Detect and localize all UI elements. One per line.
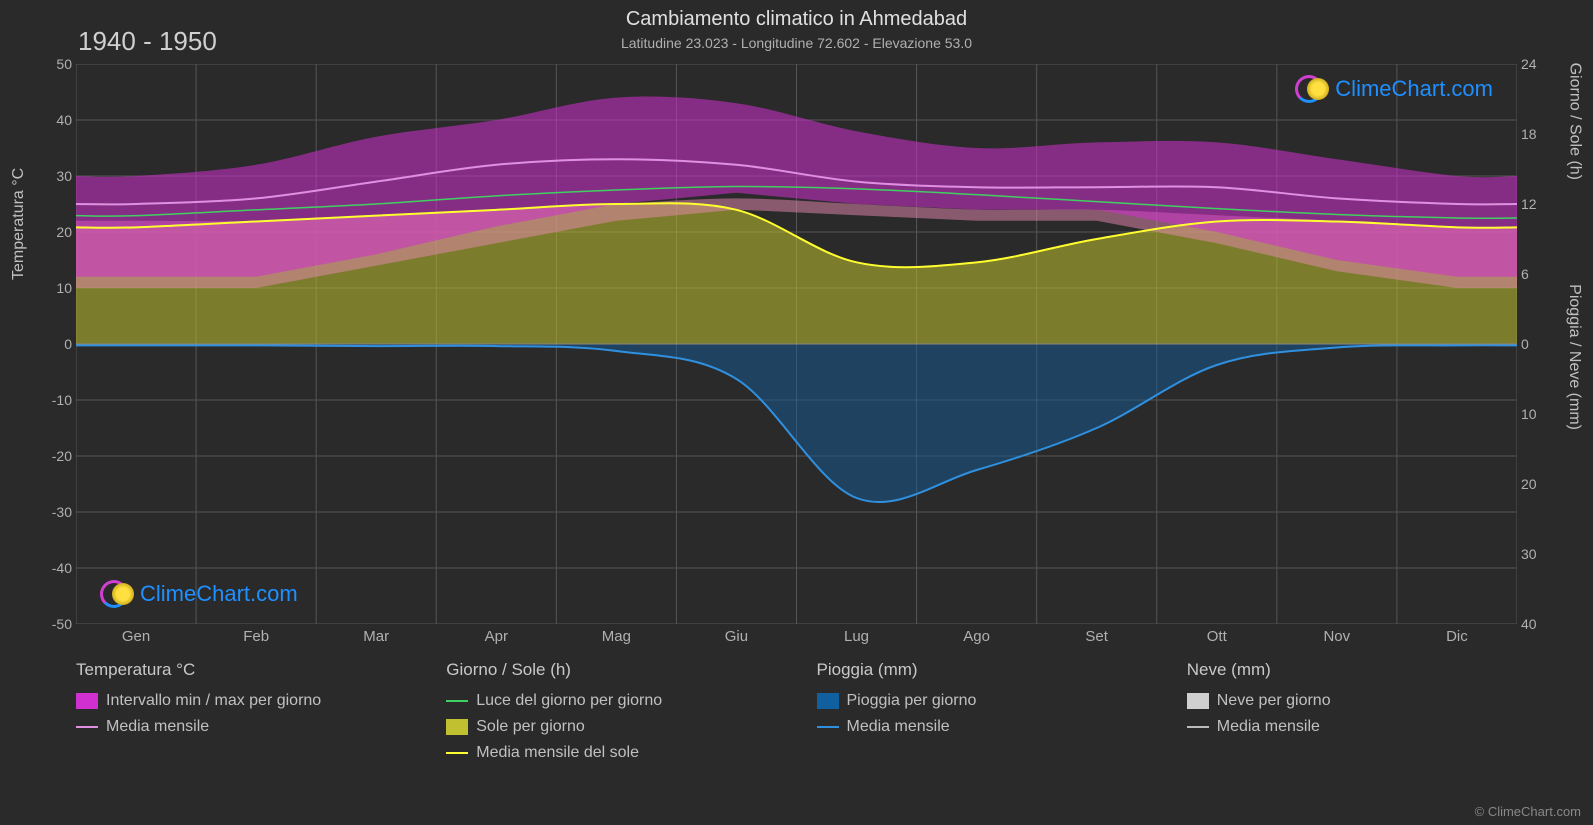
swatch-icon <box>446 719 468 735</box>
swatch-line-icon <box>817 726 839 728</box>
y-tick-right-label: 20 <box>1521 476 1537 492</box>
x-tick-label: Gen <box>76 628 196 645</box>
legend-item: Media mensile del sole <box>446 744 776 762</box>
swatch-icon <box>1187 693 1209 709</box>
y-ticks-left: 50403020100-10-20-30-40-50 <box>40 64 72 624</box>
y-tick-left-label: 0 <box>64 336 72 352</box>
legend-label: Media mensile <box>847 718 950 736</box>
swatch-line-icon <box>446 700 468 702</box>
legend-col-day: Giorno / Sole (h) Luce del giorno per gi… <box>446 660 776 770</box>
swatch-line-icon <box>76 726 98 728</box>
legend-item: Pioggia per giorno <box>817 692 1147 710</box>
y-tick-left-label: -40 <box>52 560 72 576</box>
legend-label: Intervallo min / max per giorno <box>106 692 321 710</box>
legend-label: Luce del giorno per giorno <box>476 692 662 710</box>
x-tick-label: Ago <box>917 628 1037 645</box>
chart-subtitle: Latitudine 23.023 - Longitudine 72.602 -… <box>0 35 1593 51</box>
y-tick-right-label: 10 <box>1521 406 1537 422</box>
legend-item: Media mensile <box>1187 718 1517 736</box>
swatch-line-icon <box>1187 726 1209 728</box>
plot-area <box>76 64 1517 624</box>
watermark-bottom: ClimeChart.com <box>100 580 298 608</box>
watermark-top: ClimeChart.com <box>1295 75 1493 103</box>
legend-col-temp: Temperatura °C Intervallo min / max per … <box>76 660 406 770</box>
legend-item: Intervallo min / max per giorno <box>76 692 406 710</box>
swatch-line-icon <box>446 752 468 754</box>
watermark-text: ClimeChart.com <box>1335 76 1493 102</box>
swatch-icon <box>817 693 839 709</box>
y-tick-left-label: 30 <box>56 168 72 184</box>
chart-container: Cambiamento climatico in Ahmedabad Latit… <box>0 0 1593 825</box>
x-tick-label: Ott <box>1157 628 1277 645</box>
y-axis-left-label: Temperatura °C <box>10 168 28 280</box>
legend-header: Giorno / Sole (h) <box>446 660 776 680</box>
chart-title: Cambiamento climatico in Ahmedabad <box>0 8 1593 31</box>
legend-col-snow: Neve (mm) Neve per giorno Media mensile <box>1187 660 1517 770</box>
y-tick-left-label: -20 <box>52 448 72 464</box>
copyright: © ClimeChart.com <box>1475 804 1581 819</box>
x-tick-label: Giu <box>676 628 796 645</box>
y-tick-left-label: -30 <box>52 504 72 520</box>
legend: Temperatura °C Intervallo min / max per … <box>76 660 1517 770</box>
watermark-text: ClimeChart.com <box>140 581 298 607</box>
y-tick-right-label: 0 <box>1521 336 1529 352</box>
x-tick-label: Dic <box>1397 628 1517 645</box>
legend-item: Media mensile <box>817 718 1147 736</box>
climechart-logo-icon <box>100 580 134 608</box>
swatch-icon <box>76 693 98 709</box>
legend-item: Media mensile <box>76 718 406 736</box>
legend-label: Media mensile <box>106 718 209 736</box>
y-tick-left-label: 50 <box>56 56 72 72</box>
x-tick-label: Set <box>1037 628 1157 645</box>
legend-item: Neve per giorno <box>1187 692 1517 710</box>
y-axis-right-top-label: Giorno / Sole (h) <box>1565 63 1583 180</box>
y-tick-right-label: 6 <box>1521 266 1529 282</box>
x-tick-label: Nov <box>1277 628 1397 645</box>
y-tick-left-label: 40 <box>56 112 72 128</box>
legend-label: Media mensile <box>1217 718 1320 736</box>
y-ticks-right: 2418126010203040 <box>1521 64 1553 624</box>
legend-label: Neve per giorno <box>1217 692 1331 710</box>
legend-col-rain: Pioggia (mm) Pioggia per giorno Media me… <box>817 660 1147 770</box>
y-tick-right-label: 18 <box>1521 126 1537 142</box>
y-tick-left-label: -10 <box>52 392 72 408</box>
legend-header: Pioggia (mm) <box>817 660 1147 680</box>
legend-header: Temperatura °C <box>76 660 406 680</box>
legend-header: Neve (mm) <box>1187 660 1517 680</box>
x-tick-label: Feb <box>196 628 316 645</box>
legend-label: Sole per giorno <box>476 718 585 736</box>
x-tick-label: Mag <box>556 628 676 645</box>
y-axis-right-bot-label: Pioggia / Neve (mm) <box>1565 284 1583 430</box>
year-range-label: 1940 - 1950 <box>78 26 217 57</box>
x-tick-label: Lug <box>796 628 916 645</box>
legend-label: Media mensile del sole <box>476 744 639 762</box>
y-tick-right-label: 30 <box>1521 546 1537 562</box>
y-tick-right-label: 40 <box>1521 616 1537 632</box>
y-tick-left-label: -50 <box>52 616 72 632</box>
x-tick-label: Mar <box>316 628 436 645</box>
x-tick-label: Apr <box>436 628 556 645</box>
y-tick-right-label: 12 <box>1521 196 1537 212</box>
y-tick-right-label: 24 <box>1521 56 1537 72</box>
legend-item: Luce del giorno per giorno <box>446 692 776 710</box>
y-tick-left-label: 10 <box>56 280 72 296</box>
y-tick-left-label: 20 <box>56 224 72 240</box>
legend-label: Pioggia per giorno <box>847 692 977 710</box>
plot-svg <box>76 64 1517 624</box>
title-block: Cambiamento climatico in Ahmedabad Latit… <box>0 0 1593 51</box>
climechart-logo-icon <box>1295 75 1329 103</box>
legend-item: Sole per giorno <box>446 718 776 736</box>
x-ticks: GenFebMarAprMagGiuLugAgoSetOttNovDic <box>76 628 1517 645</box>
